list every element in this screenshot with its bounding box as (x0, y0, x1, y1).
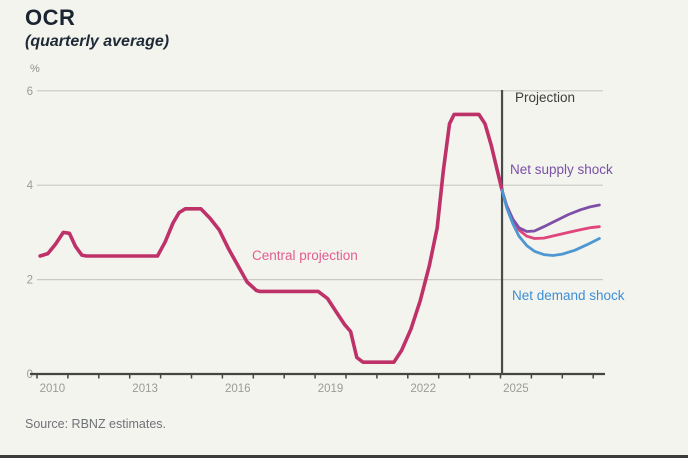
x-tick-label: 2019 (318, 383, 344, 395)
x-tick-label: 2010 (40, 383, 66, 395)
y-tick-label: 0 (27, 369, 33, 381)
x-tick-label: 2022 (410, 383, 436, 395)
chart-title: OCR (25, 5, 76, 30)
y-tick-label: 2 (27, 275, 33, 287)
projection-label: Projection (515, 90, 576, 105)
y-tick-label: 4 (27, 180, 34, 192)
series-line-net-demand-shock (500, 188, 601, 257)
y-tick-label: 6 (27, 86, 33, 98)
series-line-net-supply-shock (500, 188, 601, 233)
series-line-central-projection-history- (38, 112, 504, 365)
x-tick-label: 2016 (225, 383, 251, 395)
y-axis-unit-label: % (30, 63, 40, 75)
x-tick-label: 2013 (132, 383, 158, 395)
central-projection-label: Central projection (252, 248, 358, 263)
x-tick-label: 2025 (503, 383, 529, 395)
source-note: Source: RBNZ estimates. (25, 417, 167, 431)
net-demand-shock-label: Net demand shock (512, 288, 625, 303)
net-supply-shock-label: Net supply shock (510, 162, 613, 177)
chart-subtitle: (quarterly average) (25, 33, 170, 50)
